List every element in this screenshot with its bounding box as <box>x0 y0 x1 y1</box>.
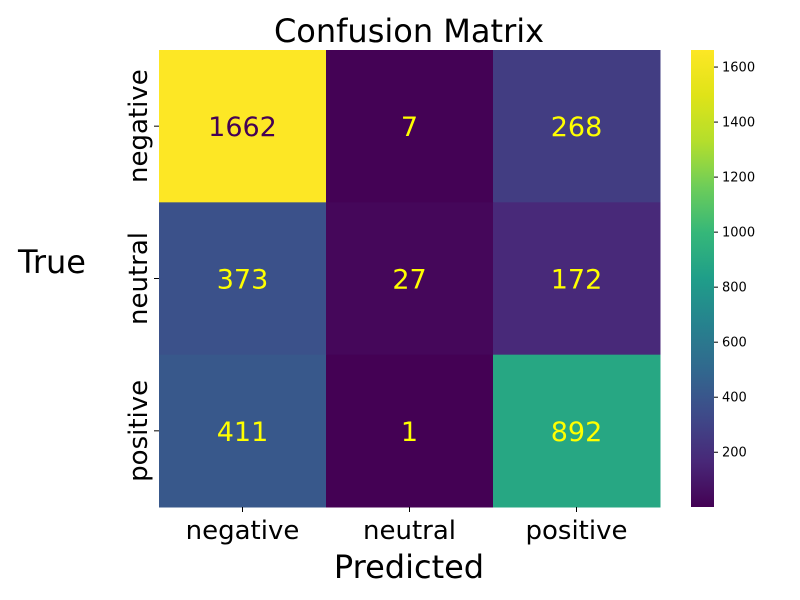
x-axis-ticks: negative neutral positive <box>186 507 628 546</box>
heatmap-cell-1-2 <box>493 202 661 356</box>
y-axis-ticks: negative neutral positive <box>124 69 159 482</box>
heatmap-cell-0-0 <box>159 50 327 203</box>
colorbar-tick-label-4: 1000 <box>722 226 755 241</box>
y-tick-label-2: positive <box>124 380 154 482</box>
x-tick-label-2: positive <box>526 516 628 546</box>
y-axis-label: True <box>17 243 86 281</box>
colorbar-tick-label-7: 1600 <box>722 61 755 76</box>
heatmap-cell-label-1-0: 373 <box>217 265 269 296</box>
heatmap-cell-0-1 <box>326 50 494 203</box>
heatmap-cell-labels: 1662 7 268 373 27 172 411 1 892 <box>208 112 602 448</box>
y-tick-label-0: negative <box>124 69 154 183</box>
heatmap-cell-label-1-1: 27 <box>392 265 426 296</box>
colorbar-tick-label-1: 400 <box>722 391 747 406</box>
heatmap-cell-label-2-1: 1 <box>401 417 418 448</box>
heatmap-cell-label-2-0: 411 <box>217 417 269 448</box>
chart-title: Confusion Matrix <box>274 12 544 50</box>
x-axis-label: Predicted <box>334 548 484 586</box>
colorbar-tick-label-0: 200 <box>722 446 747 461</box>
x-tick-label-0: negative <box>186 516 300 546</box>
heatmap-cell-1-0 <box>159 202 327 356</box>
colorbar-tick-label-2: 600 <box>722 336 747 351</box>
x-tick-label-1: neutral <box>363 516 456 546</box>
y-tick-label-1: neutral <box>124 232 154 325</box>
colorbar: 200 400 600 800 1000 1200 1400 1600 <box>691 50 755 507</box>
heatmap-cell-label-0-0: 1662 <box>208 112 277 143</box>
colorbar-gradient <box>691 50 714 507</box>
heatmap-cell-label-0-1: 7 <box>401 112 418 143</box>
heatmap-cell-2-1 <box>326 354 494 508</box>
heatmap-cell-label-0-2: 268 <box>551 112 603 143</box>
colorbar-tick-label-5: 1200 <box>722 171 755 186</box>
heatmap-cell-2-2 <box>493 354 661 508</box>
heatmap-cell-label-1-2: 172 <box>551 265 603 296</box>
colorbar-tick-label-6: 1400 <box>722 116 755 131</box>
heatmap-cell-0-2 <box>493 50 661 203</box>
heatmap-cells <box>159 50 661 508</box>
heatmap-cell-label-2-2: 892 <box>551 417 603 448</box>
heatmap-cell-1-1 <box>326 202 494 356</box>
colorbar-tick-label-3: 800 <box>722 281 747 296</box>
heatmap-cell-2-0 <box>159 354 327 508</box>
